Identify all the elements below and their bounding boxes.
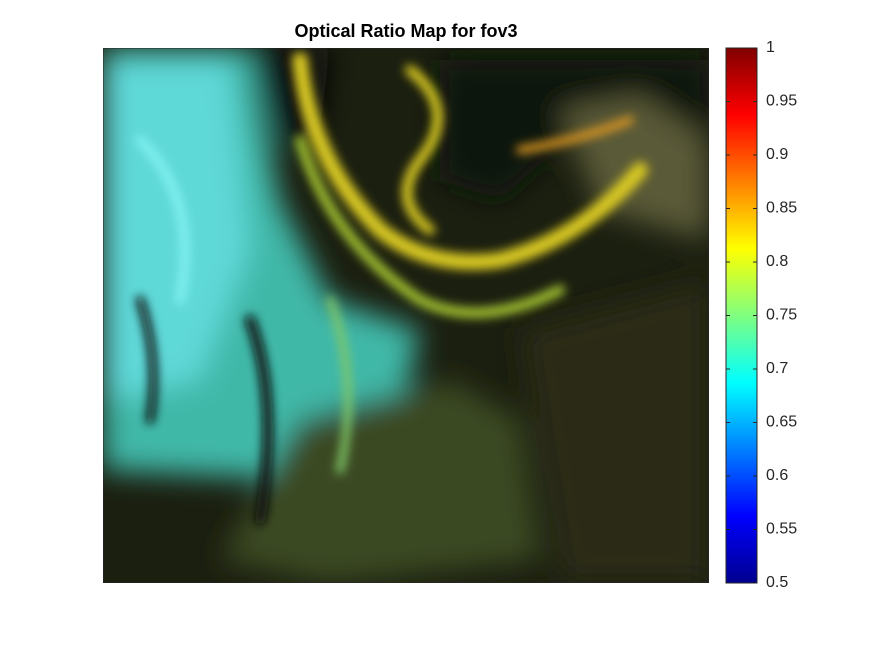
chart-title: Optical Ratio Map for fov3	[294, 21, 517, 41]
colorbar-tick-label: 0.85	[766, 200, 797, 217]
colorbar-tick-label: 0.65	[766, 414, 797, 431]
colorbar-tick-label: 0.8	[766, 253, 788, 270]
colorbar-tick-label: 0.75	[766, 307, 797, 324]
colorbar-tick-label: 1	[766, 39, 775, 56]
colorbar-tick-label: 0.5	[766, 574, 788, 591]
colorbar-tick-label: 0.55	[766, 521, 797, 538]
colorbar-tick-label: 0.95	[766, 93, 797, 110]
colorbar-tick-label: 0.9	[766, 146, 788, 163]
colorbar-tick-label: 0.6	[766, 467, 788, 484]
ratio-image	[103, 48, 709, 583]
colorbar-tick-label: 0.7	[766, 360, 788, 377]
colorbar	[725, 47, 758, 584]
